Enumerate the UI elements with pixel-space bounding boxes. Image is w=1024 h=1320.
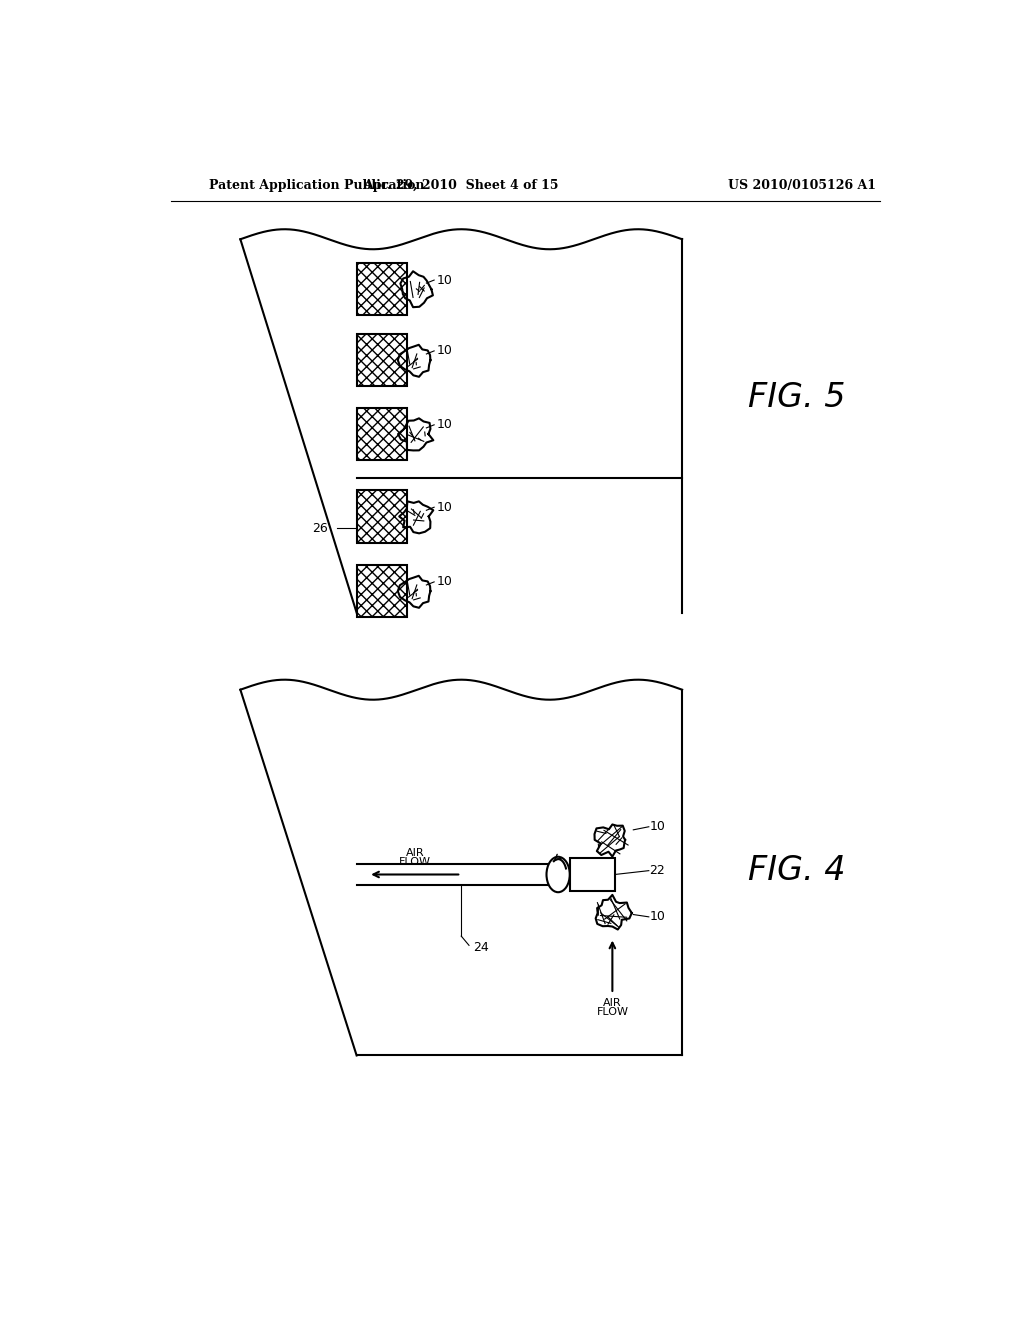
Text: 10: 10 bbox=[649, 820, 666, 833]
Text: FLOW: FLOW bbox=[596, 1007, 629, 1016]
Text: US 2010/0105126 A1: US 2010/0105126 A1 bbox=[728, 178, 877, 191]
FancyBboxPatch shape bbox=[356, 408, 407, 461]
FancyBboxPatch shape bbox=[356, 565, 407, 618]
Text: Patent Application Publication: Patent Application Publication bbox=[209, 178, 425, 191]
Text: Apr. 29, 2010  Sheet 4 of 15: Apr. 29, 2010 Sheet 4 of 15 bbox=[364, 178, 559, 191]
Bar bbox=[569, 858, 614, 891]
FancyBboxPatch shape bbox=[356, 334, 407, 387]
Text: AIR: AIR bbox=[603, 998, 622, 1007]
Text: 10: 10 bbox=[436, 345, 453, 358]
Text: 10: 10 bbox=[436, 273, 453, 286]
Text: AIR: AIR bbox=[406, 847, 424, 858]
Text: 10: 10 bbox=[436, 500, 453, 513]
FancyBboxPatch shape bbox=[356, 490, 407, 543]
Text: 24: 24 bbox=[473, 941, 488, 954]
Text: 22: 22 bbox=[649, 865, 666, 878]
Text: FIG. 5: FIG. 5 bbox=[748, 380, 846, 413]
Text: 10: 10 bbox=[436, 418, 453, 432]
Ellipse shape bbox=[547, 857, 569, 892]
FancyBboxPatch shape bbox=[356, 263, 407, 315]
Text: 26: 26 bbox=[312, 521, 328, 535]
Text: FIG. 4: FIG. 4 bbox=[748, 854, 846, 887]
Text: 10: 10 bbox=[436, 576, 453, 589]
Text: FLOW: FLOW bbox=[398, 857, 431, 867]
Text: 10: 10 bbox=[649, 911, 666, 924]
